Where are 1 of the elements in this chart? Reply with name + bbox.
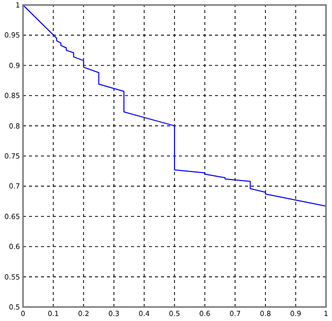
line-series — [22, 4, 326, 207]
